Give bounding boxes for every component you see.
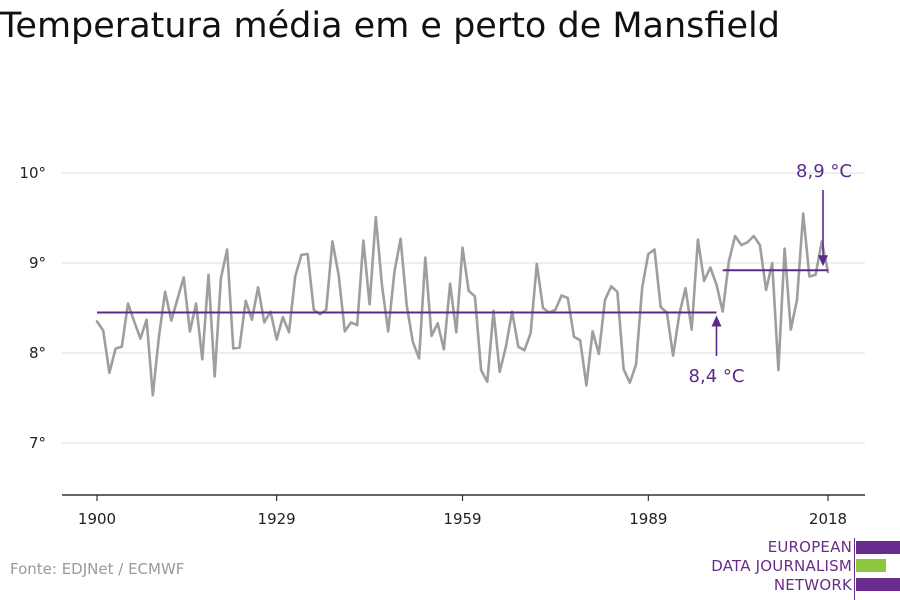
temperature-series-line	[95, 212, 830, 397]
average-layer	[97, 269, 828, 314]
annotations: 8,4 °C 8,9 °C	[689, 161, 852, 387]
logo-bar-middle-green	[856, 559, 886, 572]
x-tick-label-1989: 1989	[629, 510, 667, 528]
y-tick-label-8: 8°	[29, 344, 46, 362]
y-axis-ticks: 7° 8° 9° 10°	[19, 164, 46, 452]
logo-bar-top	[856, 541, 900, 554]
average-arrow-2-head	[818, 255, 828, 267]
x-tick-label-1959: 1959	[443, 510, 481, 528]
x-tick-label-1900: 1900	[78, 510, 116, 528]
logo-bar-bottom	[856, 578, 900, 591]
y-tick-label-7: 7°	[29, 434, 46, 452]
grid-lines	[62, 172, 865, 444]
x-tick-label-1929: 1929	[258, 510, 296, 528]
logo-divider	[854, 538, 855, 600]
average-arrow-1-head	[711, 315, 722, 327]
logo-line-data-journalism: DATA JOURNALISM	[711, 557, 852, 575]
series-layer	[95, 212, 830, 397]
logo-bar-middle-gap	[886, 559, 900, 572]
x-tick-label-2018: 2018	[809, 510, 847, 528]
x-axis: 1900 1929 1959 1989 2018	[62, 494, 865, 528]
logo-line-network: NETWORK	[773, 576, 852, 594]
y-tick-label-10: 10°	[19, 164, 46, 182]
average-label-2: 8,9 °C	[796, 161, 852, 182]
average-label-1: 8,4 °C	[689, 366, 745, 387]
logo-line-european: EUROPEAN	[767, 538, 852, 556]
y-tick-label-9: 9°	[29, 254, 46, 272]
logo-bar-middle	[856, 559, 900, 572]
chart-title: Temperatura média em e perto de Mansfiel…	[0, 6, 780, 46]
source-note: Fonte: EDJNet / ECMWF	[10, 560, 185, 578]
edjnet-logo: EUROPEAN DATA JOURNALISM NETWORK	[700, 538, 900, 600]
